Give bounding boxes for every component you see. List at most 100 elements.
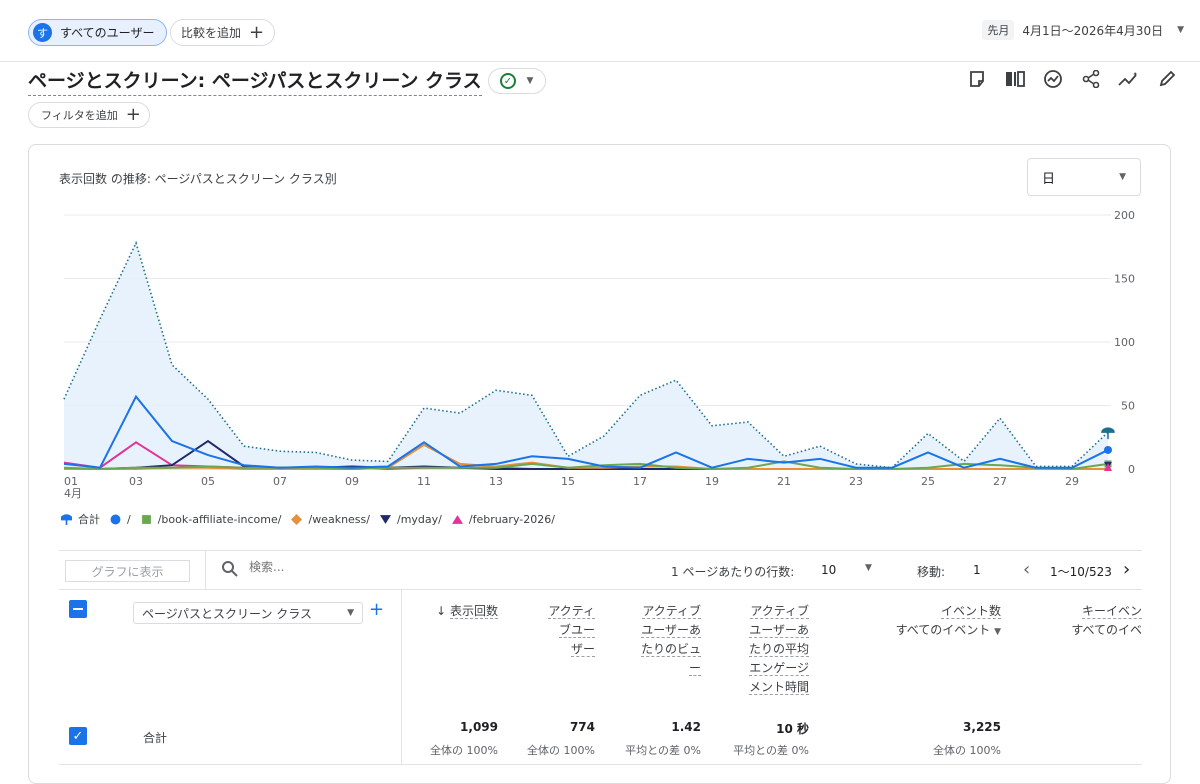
legend-marker-diamond <box>291 513 303 525</box>
plot-rows-button[interactable]: グラフに表示 <box>65 560 190 582</box>
metric-filter-label: すべてのイベ <box>1071 623 1142 637</box>
series-line-1 <box>63 394 1109 469</box>
metric-header-line: ザー <box>570 642 595 657</box>
legend-marker-pin-icon <box>61 513 72 525</box>
metric-header-line: キーイベン <box>1081 604 1142 619</box>
select-all-checkbox[interactable] <box>69 600 87 618</box>
legend-item[interactable]: /weakness/ <box>291 513 370 526</box>
compare-columns-icon[interactable] <box>996 66 1034 92</box>
dimension-select[interactable]: ページパスとスクリーン クラス ▼ <box>133 602 363 624</box>
metric-header-5[interactable]: キーイベンすべてのイベ <box>1042 602 1142 640</box>
legend-item[interactable]: / <box>110 513 131 526</box>
x-tick-label: 27 <box>993 475 1007 488</box>
column-divider <box>401 590 402 765</box>
metric-filter-label: すべてのイベント <box>895 623 991 637</box>
chart-legend: 合計 / /book-affiliate-income/ /weakness/ /myd… <box>61 511 565 527</box>
line-chart: 0 50 100 150 200 01 03 05 07 09 11 13 15 17 19 21 23 25 2… <box>63 209 1135 500</box>
x-tick-label: 21 <box>777 475 791 488</box>
metric-filter-select[interactable]: すべてのイベント ▼ <box>896 621 1001 642</box>
metric-header-line: ー <box>688 661 701 676</box>
note-icon[interactable] <box>958 66 996 92</box>
metric-header-0[interactable]: ↓ 表示回数 <box>436 602 498 621</box>
x-tick-label: 01 <box>64 475 78 488</box>
pagination-range: 1〜10/523 <box>1050 565 1112 579</box>
legend-marker-triangle-down <box>379 514 391 525</box>
status-chip[interactable]: ✓ ▼ <box>487 68 546 94</box>
metric-filter-select[interactable]: すべてのイベ <box>1042 621 1142 640</box>
add-comparison-label: 比較を追加 <box>181 26 242 40</box>
add-comparison-button[interactable]: 比較を追加 + <box>170 19 276 46</box>
metric-header-1[interactable]: アクティ ブユー ザー <box>548 602 595 659</box>
chart-markers <box>1101 427 1115 471</box>
segment-avatar: す <box>33 23 52 42</box>
x-tick-label: 25 <box>921 475 935 488</box>
legend-item[interactable]: /myday/ <box>379 512 442 526</box>
series-line-3 <box>64 443 1108 470</box>
metric-header-4[interactable]: イベント数すべてのイベント ▼ <box>896 602 1001 642</box>
metric-header-line: エンゲージ <box>749 661 809 676</box>
report-card: 表示回数 の推移: ページパスとスクリーン クラス別 日 ▼ 0 50 100 150… <box>28 144 1171 784</box>
y-tick-label: 200 <box>1114 209 1135 222</box>
edit-icon[interactable] <box>1148 66 1186 92</box>
dimension-label: ページパスとスクリーン クラス <box>142 606 313 621</box>
legend-item[interactable]: /february-2026/ <box>451 512 555 526</box>
data-table: ページパスとスクリーン クラス ▼ + ↓ 表示回数 アクティ ブユー ザー アクティブ… <box>59 590 1142 765</box>
metric-header-3[interactable]: アクティブ ユーザーあ たりの平均 エンゲージ メント時間 <box>748 602 809 697</box>
metric-header-2[interactable]: アクティブ ユーザーあ たりのビュー <box>640 602 701 678</box>
search-input[interactable] <box>249 560 449 574</box>
chevron-down-icon: ▼ <box>347 608 354 618</box>
date-range-picker[interactable]: 先月 4月1日～2026年4月30日 ▼ <box>982 20 1184 40</box>
insights-icon[interactable] <box>1034 66 1072 92</box>
x-tick-label: 11 <box>417 475 431 488</box>
legend-label: /february-2026/ <box>468 512 555 526</box>
trend-icon[interactable] <box>1110 66 1148 92</box>
metric-header-line: 表示回数 <box>449 604 498 619</box>
metric-header-line: アクティ <box>548 604 595 619</box>
plus-icon: + <box>125 104 141 125</box>
chevron-down-icon[interactable]: ▼ <box>865 563 872 573</box>
search-icon[interactable] <box>221 560 239 582</box>
total-sub-2: 平均との差 0% <box>625 744 701 757</box>
series-marker-total <box>1101 427 1115 440</box>
metric-header-line: ユーザーあ <box>749 623 809 638</box>
total-sub-1: 全体の 100% <box>527 744 595 757</box>
series-marker-february <box>1104 463 1112 471</box>
metric-header-line: たりのビュ <box>640 642 701 657</box>
legend-item[interactable]: 合計 <box>61 511 100 527</box>
chart-lines <box>63 240 1109 471</box>
granularity-select[interactable]: 日 ▼ <box>1027 158 1141 196</box>
metric-header-line: ユーザーあ <box>641 623 701 638</box>
metric-header-line: アクティブ <box>750 604 809 619</box>
add-filter-button[interactable]: フィルタを追加 + <box>28 102 150 128</box>
chevron-down-icon: ▼ <box>1119 172 1126 182</box>
table-header: ページパスとスクリーン クラス ▼ + ↓ 表示回数 アクティ ブユー ザー アクティブ… <box>59 590 1142 765</box>
legend-label: /myday/ <box>396 512 442 526</box>
add-dimension-plus-icon[interactable]: + <box>369 599 385 620</box>
sort-arrow-icon: ↓ <box>436 604 447 618</box>
legend-label: /book-affiliate-income/ <box>157 512 282 526</box>
segment-chip[interactable]: す すべてのユーザー <box>28 19 168 46</box>
top-bar: す すべてのユーザー 比較を追加 + 先月 4月1日～2026年4月30日 ▼ <box>0 0 1200 62</box>
total-sub-4: 全体の 100% <box>933 744 1001 757</box>
segment-label: すべてのユーザー <box>60 26 155 40</box>
x-tick-label: 17 <box>633 475 647 488</box>
page-title[interactable]: ページとスクリーン: ページパスとスクリーン クラス <box>28 66 482 96</box>
y-tick-label: 150 <box>1114 273 1135 286</box>
chevron-right-icon[interactable]: › <box>1123 559 1131 580</box>
total-row-checkbox[interactable]: ✓ <box>69 727 87 745</box>
chevron-left-icon[interactable]: ‹ <box>1023 559 1031 580</box>
go-to-input[interactable]: 1 <box>973 563 981 577</box>
rows-per-page-value[interactable]: 10 <box>821 563 837 577</box>
total-label: 合計 <box>143 731 168 745</box>
share-icon[interactable] <box>1072 66 1110 92</box>
legend-item[interactable]: /book-affiliate-income/ <box>141 512 282 526</box>
metric-header-line: イベント数 <box>940 604 1001 619</box>
plus-icon: + <box>249 21 265 43</box>
total-value-4: 3,225 <box>963 720 1001 734</box>
total-sub-0: 全体の 100% <box>430 744 498 757</box>
x-tick-label: 29 <box>1065 475 1079 488</box>
report-toolbar <box>958 66 1186 92</box>
series-line-0 <box>63 240 1109 469</box>
y-tick-label: 0 <box>1128 463 1135 476</box>
legend-label: 合計 <box>78 513 100 526</box>
